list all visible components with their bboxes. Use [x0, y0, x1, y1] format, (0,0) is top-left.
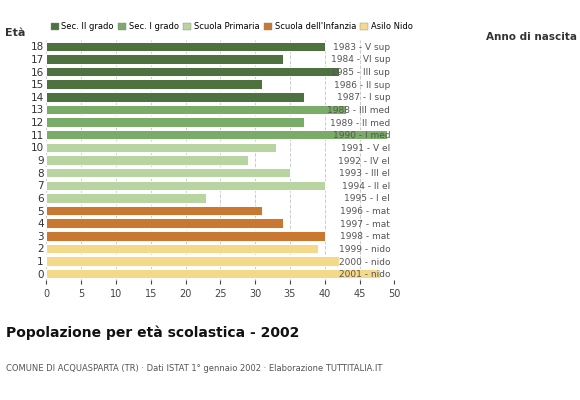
Bar [46, 105, 346, 114]
Bar [46, 256, 339, 266]
Bar [46, 54, 283, 64]
Bar [46, 155, 248, 165]
Bar [46, 130, 387, 140]
Bar [46, 193, 206, 203]
Legend: Sec. II grado, Sec. I grado, Scuola Primaria, Scuola dell'Infanzia, Asilo Nido: Sec. II grado, Sec. I grado, Scuola Prim… [50, 22, 413, 31]
Bar [46, 117, 304, 127]
Text: Età: Età [5, 28, 25, 38]
Bar [46, 92, 304, 102]
Text: Popolazione per età scolastica - 2002: Popolazione per età scolastica - 2002 [6, 326, 299, 340]
Bar [46, 168, 290, 177]
Bar [46, 42, 325, 51]
Bar [46, 143, 276, 152]
Bar [46, 206, 262, 215]
Bar [46, 80, 262, 89]
Bar [46, 231, 325, 240]
Bar [46, 180, 325, 190]
Bar [46, 269, 380, 278]
Bar [46, 218, 283, 228]
Text: Anno di nascita: Anno di nascita [486, 32, 577, 42]
Text: COMUNE DI ACQUASPARTA (TR) · Dati ISTAT 1° gennaio 2002 · Elaborazione TUTTITALI: COMUNE DI ACQUASPARTA (TR) · Dati ISTAT … [6, 364, 382, 373]
Bar [46, 67, 339, 76]
Bar [46, 244, 318, 253]
